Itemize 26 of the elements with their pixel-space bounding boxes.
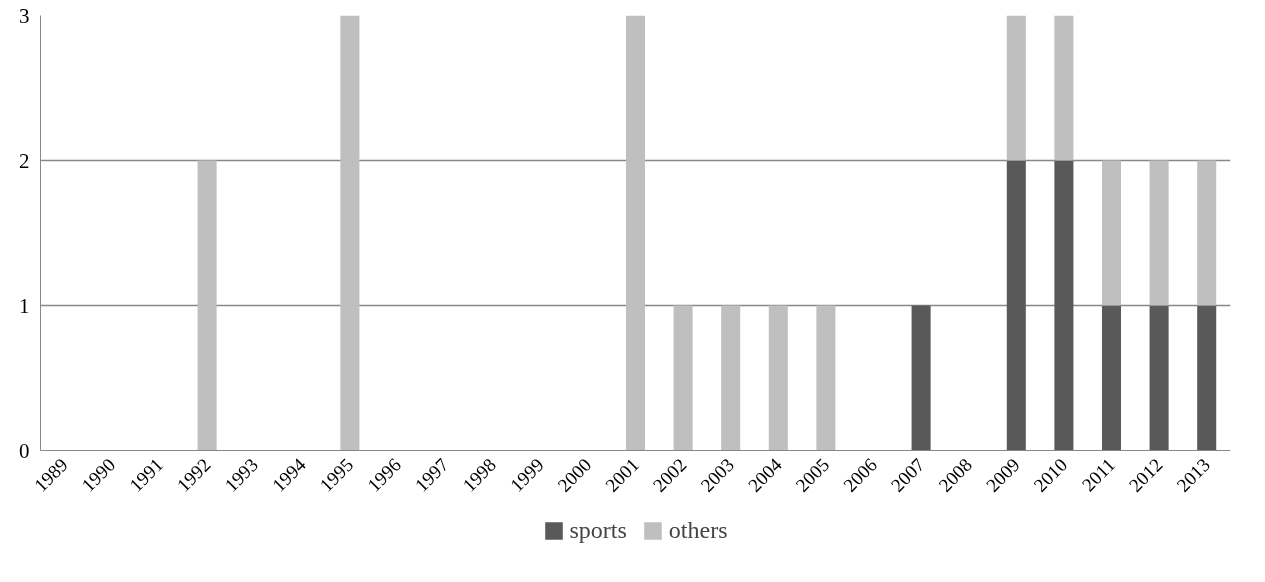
bar — [1054, 160, 1074, 451]
bar — [1101, 160, 1122, 306]
bar — [1054, 15, 1074, 161]
bar — [340, 15, 360, 451]
bar — [1006, 160, 1026, 451]
bar — [1197, 305, 1217, 451]
bar — [1101, 305, 1122, 451]
bar — [1197, 160, 1217, 306]
bar — [197, 160, 217, 451]
bar — [768, 305, 788, 451]
bar — [721, 305, 741, 451]
legend-label: others — [668, 516, 728, 544]
x-tick-label: 2011 — [1077, 454, 1119, 496]
bar — [1149, 160, 1169, 306]
y-tick-label: 2 — [19, 148, 30, 173]
y-tick-label: 1 — [19, 293, 30, 318]
bar — [911, 305, 931, 451]
legend-label: sports — [569, 516, 627, 544]
bar — [816, 305, 836, 451]
bar — [673, 305, 693, 451]
bar — [1149, 305, 1169, 451]
bar — [625, 15, 646, 451]
bar — [1006, 15, 1026, 161]
x-tick-label: 1991 — [125, 454, 167, 496]
y-tick-label: 3 — [19, 3, 30, 28]
y-tick-label: 0 — [19, 438, 30, 463]
